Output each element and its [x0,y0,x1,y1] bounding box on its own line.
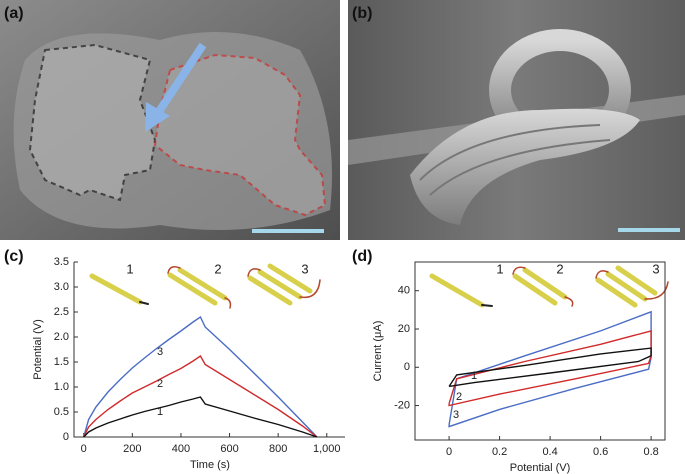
x-tick-label: 0.8 [643,446,658,458]
inset-label: 1 [496,261,503,276]
x-tick-label: 0.4 [542,446,557,458]
y-tick-label: 2.0 [54,331,69,343]
panel-label: (b) [352,5,372,22]
curve-label: 3 [157,346,163,358]
x-tick-label: 0 [81,443,87,455]
x-tick-label: 1,000 [313,443,341,455]
inset-drawings [89,263,669,309]
curve-label: 1 [157,406,163,418]
inset-label: 1 [126,261,133,276]
curve-label: 2 [157,378,163,390]
data-line [83,354,318,438]
inset-label: 2 [556,261,563,276]
data-line [448,347,652,388]
y-tick-label: 2.5 [54,306,69,318]
data-line [83,315,318,438]
inset-label: 3 [301,261,308,276]
x-tick-label: 0 [446,446,452,458]
y-tick-label: 20 [398,323,410,335]
y-axis-title: Current (μA) [372,321,384,382]
panel-label: (d) [352,248,372,265]
y-tick-label: 0 [63,431,69,443]
sem-image-b [348,0,685,240]
y-axis-title: Potential (V) [32,319,44,380]
x-tick-label: 800 [269,443,287,455]
y-tick-label: 0.5 [54,406,69,418]
x-axis-title: Time (s) [190,459,230,471]
y-tick-label: 3.5 [54,256,69,268]
x-tick-label: 400 [172,443,190,455]
curve-label: 3 [453,409,459,421]
x-axis-title: Potential (V) [510,462,571,474]
x-tick-label: 0.6 [593,446,608,458]
panel-label: (a) [4,5,24,22]
data-line [83,396,318,438]
curve-label: 2 [456,391,462,403]
data-line [448,329,652,407]
y-tick-label: 40 [398,285,410,297]
y-tick-label: 0 [404,361,410,373]
y-tick-label: 1.0 [54,381,69,393]
sem-image-a [0,0,340,240]
x-tick-label: 600 [220,443,238,455]
inset-label: 3 [652,261,659,276]
x-tick-label: 0.2 [492,446,507,458]
x-tick-label: 200 [123,443,141,455]
y-tick-label: 3.0 [54,281,69,293]
panel-label: (c) [4,248,24,265]
plot-frame [414,261,666,441]
y-tick-label: 1.5 [54,356,69,368]
inset-label: 2 [214,261,221,276]
y-tick-label: -20 [394,399,410,411]
curve-label: 1 [471,370,477,382]
